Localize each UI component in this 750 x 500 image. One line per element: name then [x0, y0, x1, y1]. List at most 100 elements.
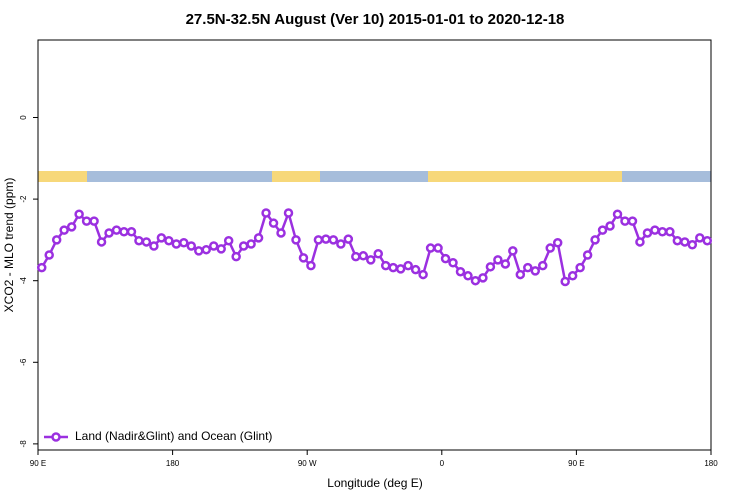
- data-point: [642, 228, 653, 238]
- data-point: [51, 235, 62, 245]
- y-axis-label: XCO2 - MLO trend (ppm): [2, 178, 16, 313]
- x-tick-label: 90 W: [298, 459, 317, 468]
- data-point: [470, 275, 481, 286]
- data-point: [485, 262, 496, 272]
- data-point: [478, 273, 488, 283]
- data-point: [223, 235, 234, 246]
- data-point: [418, 269, 428, 280]
- data-point: [635, 237, 645, 247]
- data-point: [298, 253, 309, 263]
- data-point: [433, 243, 443, 253]
- data-point: [493, 255, 503, 265]
- x-axis-label: Longitude (deg E): [327, 476, 422, 490]
- data-point: [695, 233, 705, 243]
- data-point: [119, 226, 129, 237]
- x-tick-label: 0: [440, 459, 445, 468]
- data-point: [149, 241, 159, 251]
- chart-title: 27.5N-32.5N August (Ver 10) 2015-01-01 t…: [186, 11, 565, 28]
- ocean-strip: [38, 171, 711, 182]
- data-point: [575, 262, 585, 273]
- data-point: [66, 222, 77, 232]
- data-point: [343, 234, 354, 244]
- land-strip: [38, 171, 87, 182]
- data-point: [440, 253, 451, 264]
- data-point: [81, 216, 92, 226]
- land-strip: [272, 171, 320, 182]
- data-point: [104, 228, 114, 238]
- data-point: [313, 235, 324, 245]
- data-point: [171, 239, 182, 249]
- data-point: [455, 266, 466, 277]
- legend-label: Land (Nadir&Glint) and Ocean (Glint): [75, 429, 272, 443]
- data-point: [620, 216, 630, 226]
- legend-marker: [51, 432, 61, 442]
- data-point: [141, 237, 152, 247]
- land-ocean-band: [38, 171, 711, 182]
- x-tick-label: 90 E: [568, 459, 584, 468]
- data-point: [74, 209, 84, 219]
- data-point: [373, 249, 383, 259]
- data-point: [523, 262, 533, 273]
- data-point: [552, 238, 563, 248]
- plot-frame: [37, 39, 712, 451]
- data-point: [380, 260, 391, 271]
- data-point: [276, 228, 286, 238]
- data-point: [179, 238, 189, 248]
- data-point: [336, 239, 346, 249]
- data-point: [231, 251, 241, 262]
- data-point: [156, 233, 167, 243]
- data-point: [291, 235, 301, 245]
- data-point: [208, 241, 219, 251]
- y-tick-label: -4: [19, 277, 28, 285]
- data-point: [538, 260, 548, 271]
- data-point: [582, 250, 593, 260]
- data-point: [321, 234, 331, 244]
- data-point: [508, 246, 518, 256]
- y-tick-label: -8: [19, 440, 28, 448]
- data-point: [44, 250, 54, 260]
- data-point: [111, 225, 122, 235]
- x-tick-label: 180: [704, 459, 718, 468]
- data-point: [306, 260, 316, 271]
- y-tick-label: -2: [19, 195, 28, 203]
- x-tick-label: 180: [166, 459, 180, 468]
- data-point: [59, 225, 69, 235]
- data-point: [560, 276, 570, 287]
- data-point: [216, 244, 226, 254]
- data-point: [463, 271, 473, 281]
- data-point: [500, 259, 511, 269]
- data-point: [126, 226, 137, 237]
- data-point: [89, 216, 99, 226]
- data-point: [395, 264, 406, 274]
- data-point: [253, 233, 264, 243]
- data-point: [351, 251, 361, 262]
- data-point: [448, 257, 458, 268]
- data-point: [672, 235, 683, 246]
- data-point: [186, 241, 197, 251]
- data-point: [328, 235, 339, 245]
- data-point: [605, 221, 615, 231]
- data-point: [665, 226, 675, 237]
- data-point: [687, 240, 698, 250]
- data-point: [657, 226, 668, 237]
- data-point: [627, 216, 638, 226]
- data-point: [403, 260, 413, 271]
- data-point: [680, 237, 690, 247]
- data-point: [164, 235, 174, 246]
- data-point: [545, 243, 555, 253]
- data-point: [530, 266, 541, 276]
- y-tick-label: 0: [19, 115, 28, 120]
- data-point: [261, 208, 271, 218]
- y-tick-label: -6: [19, 358, 28, 366]
- data-point: [238, 241, 249, 251]
- data-point: [96, 237, 107, 247]
- data-point: [410, 264, 421, 275]
- land-strip: [428, 171, 622, 182]
- data-point: [702, 235, 713, 246]
- data-point: [366, 255, 376, 265]
- data-point: [425, 243, 436, 253]
- data-point: [358, 251, 369, 261]
- data-point: [612, 209, 623, 219]
- data-point: [567, 271, 578, 281]
